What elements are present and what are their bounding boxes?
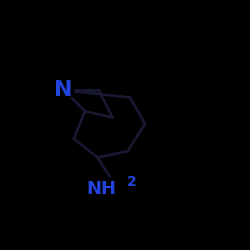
Text: N: N <box>54 80 73 100</box>
Text: NH: NH <box>86 180 116 198</box>
Text: 2: 2 <box>126 175 136 189</box>
